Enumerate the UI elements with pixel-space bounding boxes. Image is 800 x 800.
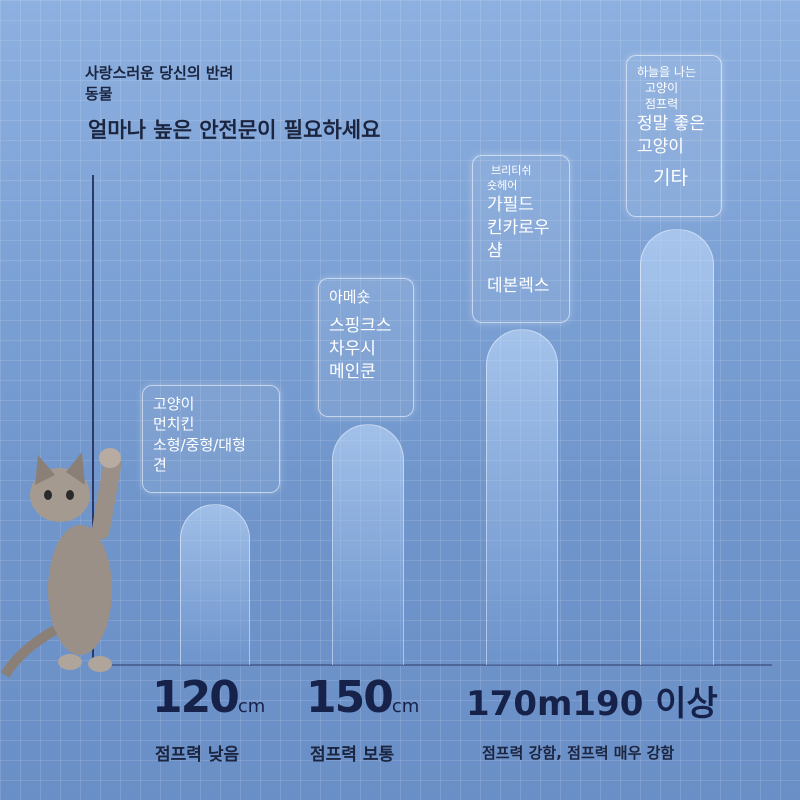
height-unit: cm bbox=[237, 696, 266, 717]
breed-text: 기타 bbox=[653, 167, 688, 190]
height-bar bbox=[180, 504, 250, 665]
breed-text: 정말 좋은 bbox=[637, 113, 705, 134]
height-number: 150 bbox=[306, 672, 394, 723]
breed-text: 고양이 bbox=[645, 81, 679, 96]
breed-box: 고양이 먼치킨 소형/중형/대형 견 bbox=[142, 385, 280, 493]
cat-illustration bbox=[0, 448, 122, 678]
breed-text: 먼치킨 bbox=[153, 415, 195, 434]
breed-text: 하늘을 나는 bbox=[637, 65, 697, 79]
header-line: 사랑스러운 당신의 반려 bbox=[85, 64, 234, 82]
breed-text: 킨카로우 bbox=[487, 217, 550, 238]
caption: 점프력 강함, 점프력 매우 강함 bbox=[482, 744, 675, 762]
breed-text: 고양이 bbox=[637, 136, 684, 157]
breed-text: 브리티쉬 bbox=[491, 164, 532, 177]
height-label: 170m190 이상 bbox=[466, 684, 718, 724]
breed-text: 견 bbox=[153, 455, 167, 474]
breed-text: 점프력 bbox=[645, 97, 679, 112]
height-bar bbox=[486, 329, 558, 665]
breed-box: 하늘을 나는 고양이 점프력 정말 좋은 고양이 기타 bbox=[626, 55, 722, 217]
breed-text: 스핑크스 bbox=[329, 316, 392, 337]
height-unit: cm bbox=[391, 696, 420, 717]
height-label: 120cm bbox=[152, 672, 265, 723]
caption: 점프력 보통 bbox=[310, 745, 395, 765]
breed-text: 아메숏 bbox=[329, 288, 371, 306]
header-title: 얼마나 높은 안전문이 필요하세요 bbox=[88, 118, 381, 142]
height-number: 120 bbox=[152, 672, 240, 723]
breed-text: 메인쿤 bbox=[329, 362, 376, 383]
header-line: 동물 bbox=[85, 85, 113, 103]
breed-text: 차우시 bbox=[329, 339, 376, 360]
breed-box: 아메숏 스핑크스 차우시 메인쿤 bbox=[318, 278, 414, 417]
breed-text: 샴 bbox=[487, 240, 503, 261]
height-bar bbox=[640, 229, 714, 665]
caption: 점프력 낮음 bbox=[155, 745, 240, 765]
breed-text: 가필드 bbox=[487, 194, 534, 215]
height-label: 150cm bbox=[306, 672, 419, 723]
axis-line bbox=[92, 175, 94, 665]
baseline bbox=[92, 664, 772, 666]
breed-text: 숏헤어 bbox=[487, 178, 518, 192]
breed-box: 브리티쉬 숏헤어 가필드 킨카로우 샴 데본렉스 bbox=[472, 155, 570, 323]
breed-text: 고양이 bbox=[153, 395, 195, 413]
breed-text: 소형/중형/대형 bbox=[153, 435, 246, 454]
height-bar bbox=[332, 424, 404, 665]
breed-text: 데본렉스 bbox=[487, 275, 550, 296]
